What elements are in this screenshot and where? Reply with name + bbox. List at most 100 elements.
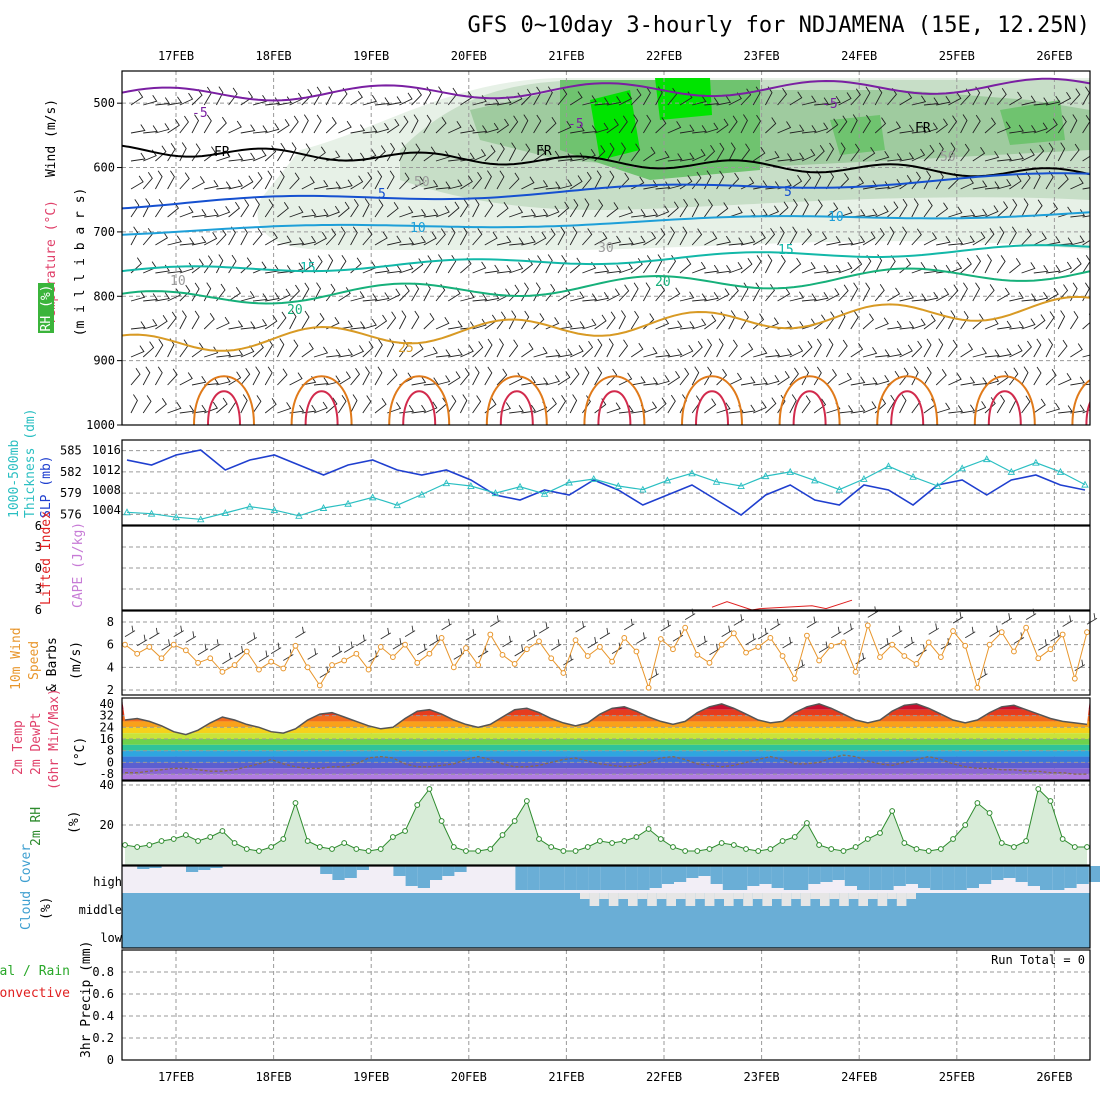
upper-barb	[606, 170, 615, 190]
bl-contour-1	[290, 375, 353, 425]
temp2m-label-a: 2m Temp	[11, 720, 26, 775]
upper-barb	[264, 231, 278, 246]
upper-barb	[838, 284, 849, 302]
upper-barb	[716, 368, 728, 386]
precip-label-c: 3hr Precip (mm)	[79, 941, 94, 1058]
upper-barb	[814, 97, 829, 106]
cloud-high-bar	[515, 866, 528, 890]
cape-label: CAPE (J/kg)	[71, 522, 86, 608]
upper-barb	[130, 124, 146, 134]
upper-barb	[911, 293, 927, 302]
upper-barb	[618, 339, 629, 358]
upper-barb	[899, 394, 907, 414]
upper-barb	[875, 317, 889, 330]
upper-barb	[545, 283, 556, 302]
upper-barb	[655, 349, 671, 358]
upper-barb	[362, 395, 372, 414]
cloud-high-bar	[198, 866, 211, 870]
upper-barb	[826, 96, 841, 106]
temp2m-line	[124, 703, 1088, 736]
cloud-middle-gap	[666, 893, 676, 906]
upper-barb	[313, 114, 322, 134]
upper-barb	[521, 209, 537, 218]
upper-barb	[179, 237, 195, 246]
wind10-point	[937, 654, 944, 661]
upper-barb	[777, 87, 788, 106]
upper-barb	[1009, 198, 1018, 218]
wind10-barb	[952, 611, 964, 624]
upper-barb	[752, 114, 762, 134]
upper-barb	[997, 153, 1012, 162]
wind-tick-4: 4	[107, 660, 114, 674]
upper-barb	[1057, 310, 1066, 330]
upper-barb	[972, 114, 981, 134]
upper-barb	[948, 237, 964, 246]
pressure-tick-800: 800	[93, 289, 115, 303]
upper-barb	[1021, 148, 1035, 162]
upper-barb	[704, 314, 717, 330]
upper-barb	[521, 404, 537, 414]
thickness-point	[246, 502, 254, 510]
upper-barb	[1070, 209, 1086, 218]
upper-barb	[643, 231, 657, 246]
upper-barb	[289, 284, 300, 302]
wind10-barb	[185, 631, 197, 643]
temp-band	[122, 715, 1090, 722]
upper-barb	[362, 125, 378, 134]
wind10-point	[657, 636, 664, 642]
cloud-middle-gap	[896, 893, 907, 906]
li-line	[711, 599, 853, 610]
upper-barb	[521, 114, 529, 134]
upper-barb	[484, 170, 492, 190]
upper-barb	[179, 404, 195, 414]
upper-barb	[960, 343, 974, 358]
contour-label-minus5b: -5	[568, 117, 584, 132]
upper-barb	[862, 146, 876, 162]
wind10-barb	[843, 623, 854, 635]
upper-barb	[630, 88, 642, 106]
cloud-middle-gap	[781, 893, 792, 906]
upper-barb	[582, 228, 593, 246]
contour-label-fr-a: FR	[214, 145, 230, 160]
upper-barb	[960, 282, 968, 302]
upper-barb	[362, 198, 370, 218]
upper-barb	[679, 367, 690, 386]
upper-barb	[179, 92, 194, 106]
upper-barb	[191, 404, 207, 414]
upper-barb	[655, 181, 671, 190]
upper-barb	[142, 198, 151, 218]
upper-barb	[203, 255, 213, 274]
rh2m-point	[925, 848, 932, 854]
upper-barb	[569, 198, 579, 218]
thickness-point	[761, 472, 770, 480]
upper-barb	[960, 114, 968, 134]
upper-barb	[350, 124, 366, 134]
upper-barb	[1033, 338, 1042, 358]
wind10-point	[536, 638, 542, 645]
upper-barb	[606, 142, 615, 162]
upper-barb	[838, 339, 848, 358]
rh-fill-5	[655, 78, 712, 120]
upper-barb	[752, 146, 766, 162]
upper-barb	[521, 235, 536, 246]
rh2m-point	[389, 834, 396, 840]
bl-contour-hot-1	[304, 390, 339, 425]
rh2m-point	[182, 832, 189, 838]
upper-barb	[448, 179, 463, 190]
upper-barb	[972, 180, 988, 190]
upper-barb	[1095, 375, 1100, 385]
rh2m-point	[755, 848, 762, 854]
wind10-barb	[1074, 659, 1086, 672]
upper-barb	[1082, 187, 1090, 190]
cloud-high-bar	[661, 866, 674, 884]
rh2m-point	[828, 846, 835, 852]
upper-barb	[618, 142, 626, 162]
upper-barb	[801, 95, 817, 106]
upper-barb	[630, 310, 640, 330]
upper-barb	[728, 206, 743, 218]
cloud-high-bar	[942, 866, 955, 890]
upper-barb	[826, 142, 835, 162]
cloud-middle-gap	[868, 893, 878, 899]
wind10-point	[353, 650, 360, 657]
wind10-point	[487, 631, 494, 638]
